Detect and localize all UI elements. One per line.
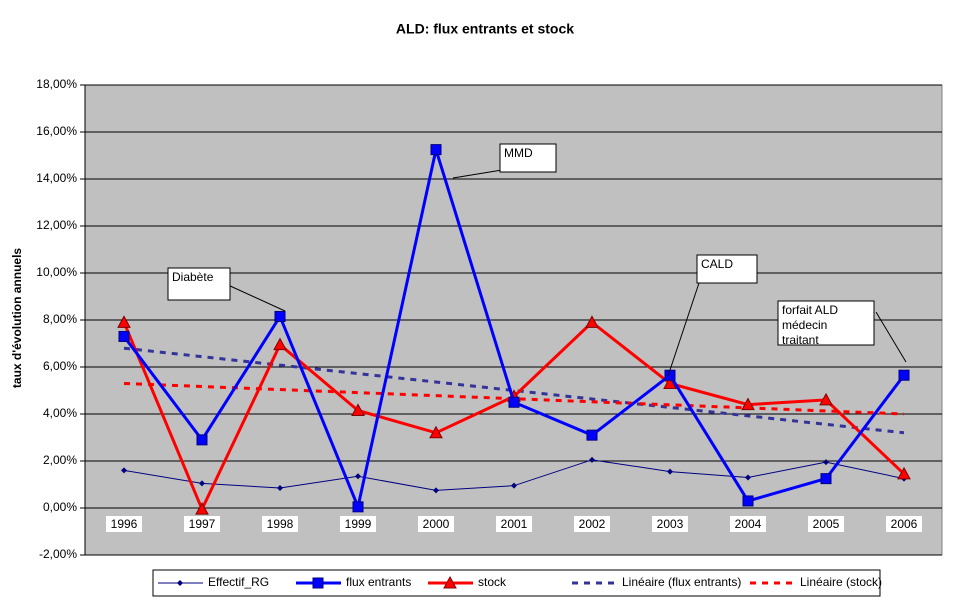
x-label-bg (340, 516, 376, 532)
marker (585, 315, 599, 328)
legend (152, 569, 881, 597)
marker (199, 480, 205, 487)
x-tick-label: 1997 (189, 517, 216, 531)
marker (443, 575, 457, 589)
annotation-leader (667, 279, 701, 377)
marker (508, 396, 520, 408)
x-label-bg (496, 516, 532, 532)
annotation-text: forfait ALD (782, 303, 838, 317)
marker (819, 392, 833, 406)
annotation-text: traitant (782, 333, 819, 347)
marker (352, 501, 364, 513)
marker (745, 474, 751, 481)
x-tick-label: 1999 (345, 517, 372, 531)
x-label-bg (730, 516, 766, 532)
annotation-text: CALD (701, 257, 733, 271)
x-label-bg (418, 516, 454, 532)
y-tick-label: 4,00% (43, 406, 77, 420)
annotation-box (696, 254, 758, 284)
marker (433, 487, 439, 494)
legend-label: Linéaire (flux entrants) (622, 575, 741, 589)
legend-label: flux entrants (346, 575, 411, 589)
chart-title: ALD: flux entrants et stock (396, 21, 574, 37)
marker (195, 502, 209, 515)
x-tick-label: 2001 (501, 517, 528, 531)
x-tick-label: 2004 (735, 517, 762, 531)
annotation-box (499, 143, 557, 173)
x-tick-label: 1998 (267, 517, 294, 531)
x-tick-label: 1996 (111, 517, 138, 531)
marker (177, 580, 183, 586)
marker (897, 466, 911, 480)
x-tick-label: 2003 (657, 517, 684, 531)
annotation-box (777, 300, 875, 346)
x-tick-label: 2006 (891, 517, 918, 531)
x-tick-label: 2000 (423, 517, 450, 531)
marker (196, 434, 208, 446)
marker (586, 429, 598, 441)
marker (589, 456, 595, 463)
marker (274, 310, 286, 322)
y-tick-label: 12,00% (36, 218, 77, 232)
legend-label: stock (478, 575, 507, 589)
x-label-bg (886, 516, 922, 532)
annotation-text: médecin (782, 318, 827, 332)
marker (664, 369, 676, 381)
x-label-bg (184, 516, 220, 532)
y-tick-label: 0,00% (43, 500, 77, 514)
x-label-bg (106, 516, 142, 532)
marker (511, 482, 517, 489)
series-line (123, 346, 905, 435)
marker (820, 473, 832, 485)
marker (898, 369, 910, 381)
marker (667, 468, 673, 475)
y-tick-label: 16,00% (36, 124, 77, 138)
y-tick-label: 14,00% (36, 171, 77, 185)
y-tick-label: -2,00% (39, 547, 77, 561)
y-tick-label: 18,00% (36, 77, 77, 91)
marker (117, 315, 131, 328)
marker (273, 337, 287, 351)
annotation-text: MMD (504, 146, 533, 160)
marker (351, 403, 365, 416)
marker (277, 485, 283, 492)
x-tick-label: 2002 (579, 517, 606, 531)
marker (121, 467, 127, 474)
marker (429, 425, 443, 439)
annotation-leader (452, 169, 503, 179)
annotation-text: Diabète (172, 270, 214, 284)
y-tick-label: 6,00% (43, 359, 77, 373)
annotation-leader (227, 284, 286, 312)
marker (430, 144, 442, 156)
marker (741, 397, 755, 411)
x-label-bg (262, 516, 298, 532)
annotation-leader (875, 311, 907, 363)
x-label-bg (574, 516, 610, 532)
series-line (123, 381, 905, 416)
annotation-box (167, 267, 231, 301)
x-tick-label: 2005 (813, 517, 840, 531)
legend-label: Linéaire (stock) (800, 575, 882, 589)
marker (742, 495, 754, 507)
marker (312, 577, 324, 589)
marker (118, 330, 130, 342)
marker (355, 473, 361, 480)
y-tick-label: 8,00% (43, 312, 77, 326)
x-label-bg (652, 516, 688, 532)
legend-label: Effectif_RG (208, 575, 269, 589)
y-axis-title: taux d'évolution annuels (10, 248, 24, 389)
marker (823, 459, 829, 466)
y-tick-label: 2,00% (43, 453, 77, 467)
x-label-bg (808, 516, 844, 532)
y-tick-label: 10,00% (36, 265, 77, 279)
marker (663, 376, 677, 389)
